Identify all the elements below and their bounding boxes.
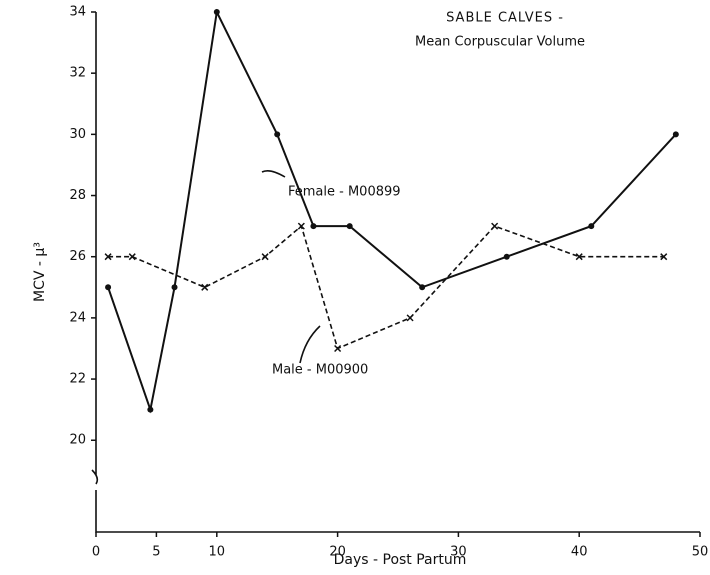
y-tick-label: 20 (69, 433, 86, 448)
y-tick-label: 24 (69, 310, 86, 325)
point (419, 284, 426, 291)
series-line (107, 8, 677, 414)
point (261, 253, 269, 261)
point (104, 253, 112, 261)
point (171, 284, 178, 291)
point (491, 222, 499, 230)
point (660, 253, 668, 261)
point (274, 131, 281, 138)
chart-title: SABLE CALVES - (446, 11, 564, 26)
point (503, 253, 510, 260)
y-tick-label: 28 (69, 188, 86, 203)
y-tick-label: 34 (69, 5, 86, 20)
point (588, 223, 595, 230)
point (213, 9, 220, 15)
point (128, 253, 136, 261)
point (334, 344, 342, 353)
point (575, 253, 583, 261)
point (147, 406, 154, 413)
x-tick-label: 30 (450, 545, 467, 560)
series-annotation: Female - M00899 (288, 185, 401, 200)
x-tick-label: 5 (152, 545, 160, 560)
point (346, 223, 353, 230)
x-tick-label: 0 (92, 545, 100, 560)
y-axis-label: MCV - µ³ (32, 242, 48, 302)
x-tick-label: 50 (692, 545, 709, 560)
point (105, 284, 112, 291)
x-tick-label: 20 (329, 545, 346, 560)
point (406, 314, 414, 322)
x-tick-label: 10 (209, 545, 226, 560)
series-annotation: Male - M00900 (272, 363, 368, 378)
x-tick-label: 40 (571, 545, 588, 560)
y-tick-label: 22 (69, 372, 86, 387)
chart-subtitle: Mean Corpuscular Volume (415, 35, 585, 50)
x-axis-label: Days - Post Partum (334, 552, 467, 568)
y-tick-label: 26 (69, 249, 86, 264)
annotation-arrow (299, 325, 321, 364)
point (297, 222, 305, 230)
point (310, 223, 317, 230)
point (672, 131, 679, 138)
point (201, 283, 209, 291)
series-line (108, 224, 664, 350)
y-tick-label: 30 (69, 127, 86, 142)
y-tick-label: 32 (69, 66, 86, 81)
annotation-arrow (261, 170, 286, 178)
axes (91, 12, 700, 533)
